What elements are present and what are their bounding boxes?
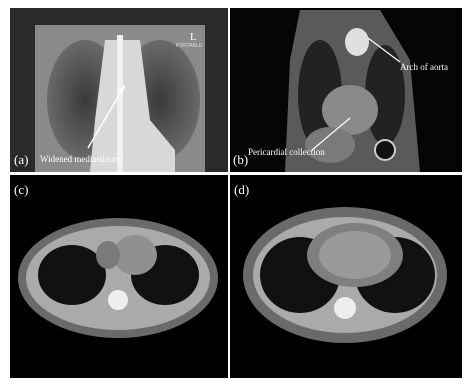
arrow [87, 84, 126, 149]
marker-caption: PORTABLE [176, 43, 203, 49]
vertebra [334, 297, 356, 319]
aortic-arch [345, 28, 369, 56]
aortic-arch [113, 235, 157, 275]
annotation: Arch of aorta [400, 62, 448, 72]
panel-label: (b) [233, 152, 248, 167]
arrow-head [118, 85, 125, 93]
arrow [367, 37, 401, 63]
panel-c: (c) [10, 175, 228, 378]
panel-b: Arch of aorta Pericardial collection (b) [230, 8, 462, 172]
lung [38, 245, 106, 305]
arrow [311, 117, 351, 151]
vessel [96, 241, 120, 269]
panel-label: (d) [234, 182, 249, 197]
stomach [374, 139, 396, 161]
panel-d: (d) [230, 175, 462, 378]
liver [305, 127, 355, 163]
heart [319, 231, 391, 279]
panel-a: L PORTABLE (a) Widened mediastinum [10, 8, 228, 172]
vertebra [108, 290, 128, 310]
annotation: Pericardial collection [248, 147, 325, 157]
panel-label: (a) [14, 152, 28, 167]
heart [322, 85, 378, 135]
side-marker: L [190, 31, 197, 43]
panel-label: (c) [14, 182, 28, 197]
annotation: Widened mediastinum [40, 154, 121, 164]
mediastinum [90, 40, 175, 172]
